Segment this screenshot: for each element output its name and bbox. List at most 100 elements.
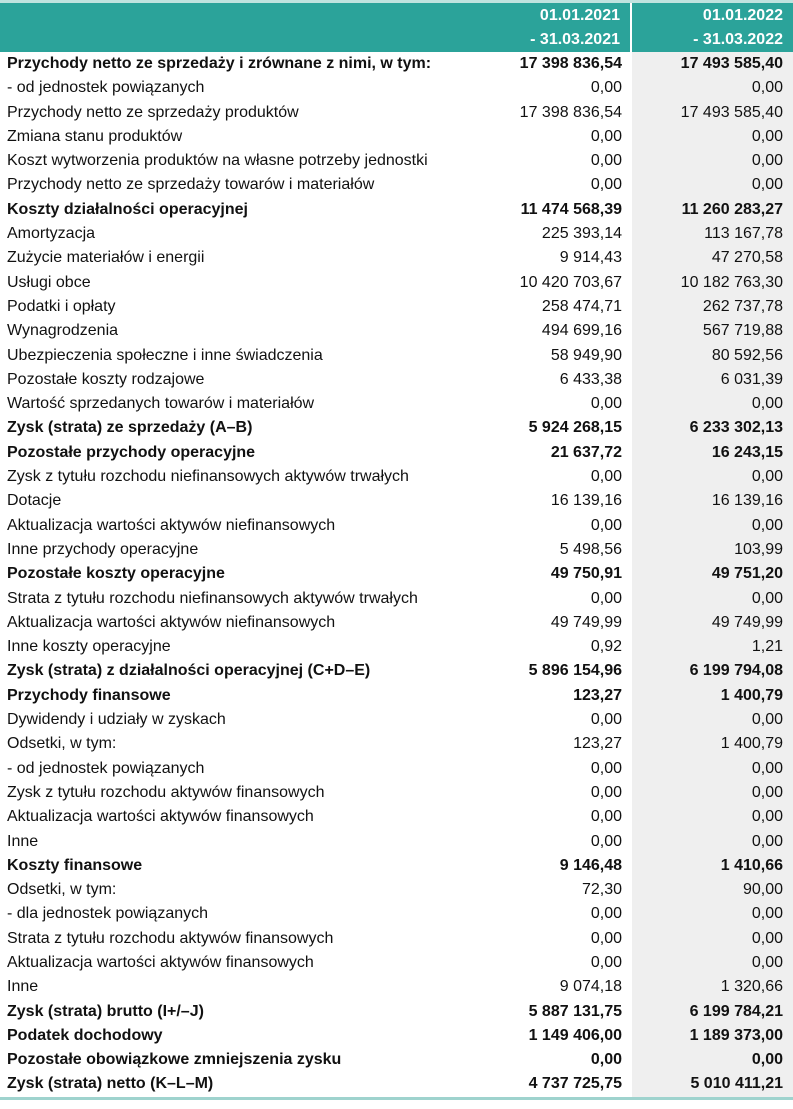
table-row: Dotacje 16 139,16 16 139,16: [0, 489, 793, 514]
value-2022: 0,00: [632, 829, 793, 854]
table-row: - dla jednostek powiązanych 0,00 0,00: [0, 902, 793, 927]
row-label: Odsetki, w tym:: [7, 735, 117, 753]
value-2021: 225 393,14: [541, 225, 622, 243]
table-row: Podatek dochodowy 1 149 406,00 1 189 373,0…: [0, 1023, 793, 1049]
value-2021: 0,00: [590, 1051, 622, 1069]
value-2022: 6 233 302,13: [632, 416, 793, 441]
table-row: Podatki i opłaty 258 474,71 262 737,78: [0, 294, 793, 320]
value-2021: 9 914,43: [559, 249, 622, 267]
table-row: Zysk z tytułu rozchodu aktywów finansowy…: [0, 780, 793, 806]
row-label: Koszty działalności operacyjnej: [7, 200, 248, 218]
value-2021: 0,00: [590, 929, 622, 947]
value-2022: 1,21: [632, 635, 793, 660]
value-2022: 0,00: [632, 805, 793, 830]
value-2021: 0,00: [590, 905, 622, 923]
table-row: Zmiana stanu produktów 0,00 0,00: [0, 124, 793, 150]
table-row: Zysk (strata) netto (K–L–M) 4 737 725,75 5…: [0, 1072, 793, 1097]
value-2021: 0,00: [590, 176, 622, 194]
value-2021: 17 398 836,54: [519, 103, 622, 121]
row-label: Inne: [7, 978, 39, 996]
row-label: Strata z tytułu rozchodu aktywów finanso…: [7, 929, 334, 947]
row-label: Pozostałe koszty rodzajowe: [7, 370, 205, 388]
row-label: Podatki i opłaty: [7, 297, 116, 315]
value-2022: 0,00: [632, 586, 793, 611]
table-row: Przychody netto ze sprzedaży produktów 17…: [0, 100, 793, 125]
row-label: Aktualizacja wartości aktywów finansowyc…: [7, 808, 314, 826]
value-2021: 11 474 568,39: [520, 200, 622, 218]
value-2022: 1 400,79: [632, 683, 793, 709]
table-row: Dywidendy i udziały w zyskach 0,00 0,00: [0, 708, 793, 733]
value-2021: 0,00: [590, 953, 622, 971]
table-row: Aktualizacja wartości aktywów niefinanso…: [0, 610, 793, 636]
value-2021: 123,27: [573, 735, 622, 753]
value-2022: 113 167,78: [632, 222, 793, 247]
value-2021: 0,00: [590, 516, 622, 534]
row-label: Inne przychody operacyjne: [7, 540, 199, 558]
value-2022: 1 410,66: [632, 853, 793, 879]
row-label: Pozostałe przychody operacyjne: [7, 443, 256, 461]
table-header: 01.01.2021 - 31.03.2021 01.01.2022 - 31.…: [0, 0, 793, 52]
table-row: Zysk (strata) brutto (I+/–J) 5 887 131,75…: [0, 999, 793, 1024]
row-label: Usługi obce: [7, 273, 91, 291]
row-label: Podatek dochodowy: [7, 1026, 163, 1044]
row-label: - dla jednostek powiązanych: [7, 905, 209, 923]
header-label-cell: [0, 3, 500, 52]
table-row: Strata z tytułu rozchodu aktywów finanso…: [0, 926, 793, 951]
value-2021: 0,00: [590, 395, 622, 413]
value-2022: 16 243,15: [632, 440, 793, 466]
value-2021: 258 474,71: [541, 297, 622, 315]
value-2022: 567 719,88: [632, 319, 793, 344]
row-label: Zysk z tytułu rozchodu niefinansowych ak…: [7, 468, 409, 486]
table-row: Aktualizacja wartości aktywów finansowyc…: [0, 805, 793, 830]
header-2022-start: 01.01.2022: [702, 6, 783, 24]
table-row: Koszty działalności operacyjnej 11 474 56…: [0, 197, 793, 223]
value-2021: 49 749,99: [550, 613, 622, 631]
value-2022: 49 751,20: [632, 562, 793, 587]
value-2021: 0,00: [590, 468, 622, 486]
table-body: Przychody netto ze sprzedaży i zrównane …: [0, 52, 793, 1097]
row-label: Zysk z tytułu rozchodu aktywów finansowy…: [7, 783, 325, 801]
table-row: Wartość sprzedanych towarów i materiałów…: [0, 392, 793, 417]
row-label: Zysk (strata) netto (K–L–M): [7, 1075, 214, 1093]
table-row: Koszty finansowe 9 146,48 1 410,66: [0, 853, 793, 879]
table-row: Zysk (strata) ze sprzedaży (A–B) 5 924 26…: [0, 416, 793, 441]
value-2022: 0,00: [632, 513, 793, 538]
table-row: Pozostałe koszty operacyjne 49 750,91 49 7…: [0, 562, 793, 587]
value-2021: 1 149 406,00: [528, 1026, 622, 1044]
value-2022: 262 737,78: [632, 294, 793, 320]
table-row: Amortyzacja 225 393,14 113 167,78: [0, 222, 793, 247]
value-2021: 21 637,72: [550, 443, 622, 461]
table-row: Odsetki, w tym: 123,27 1 400,79: [0, 732, 793, 757]
table-row: Pozostałe koszty rodzajowe 6 433,38 6 031,…: [0, 367, 793, 393]
row-label: Przychody finansowe: [7, 686, 171, 704]
table-row: Koszt wytworzenia produktów na własne po…: [0, 149, 793, 174]
row-label: - od jednostek powiązanych: [7, 79, 205, 97]
row-label: Aktualizacja wartości aktywów niefinanso…: [7, 516, 336, 534]
value-2022: 0,00: [632, 173, 793, 198]
value-2021: 72,30: [581, 881, 622, 899]
row-label: Inne: [7, 832, 39, 850]
value-2022: 80 592,56: [632, 343, 793, 368]
row-label: Dotacje: [7, 492, 62, 510]
value-2021: 0,00: [590, 759, 622, 777]
table-row: Ubezpieczenia społeczne i inne świadczen…: [0, 343, 793, 368]
table-row: Inne 0,00 0,00: [0, 829, 793, 854]
header-2021-start: 01.01.2021: [539, 6, 620, 24]
table-row: Wynagrodzenia 494 699,16 567 719,88: [0, 319, 793, 344]
table-row: - od jednostek powiązanych 0,00 0,00: [0, 756, 793, 781]
value-2022: 90,00: [632, 878, 793, 903]
value-2021: 123,27: [573, 686, 622, 704]
value-2022: 6 199 784,21: [632, 999, 793, 1024]
value-2022: 0,00: [632, 76, 793, 101]
value-2021: 0,00: [590, 79, 622, 97]
value-2022: 1 189 373,00: [632, 1023, 793, 1049]
table-row: Przychody netto ze sprzedaży i zrównane …: [0, 52, 793, 77]
value-2021: 0,92: [590, 638, 622, 656]
value-2021: 0,00: [590, 711, 622, 729]
value-2022: 17 493 585,40: [632, 100, 793, 125]
value-2022: 1 320,66: [632, 975, 793, 1000]
value-2022: 0,00: [632, 149, 793, 174]
value-2021: 9 146,48: [559, 856, 622, 874]
row-label: Zysk (strata) ze sprzedaży (A–B): [7, 419, 253, 437]
